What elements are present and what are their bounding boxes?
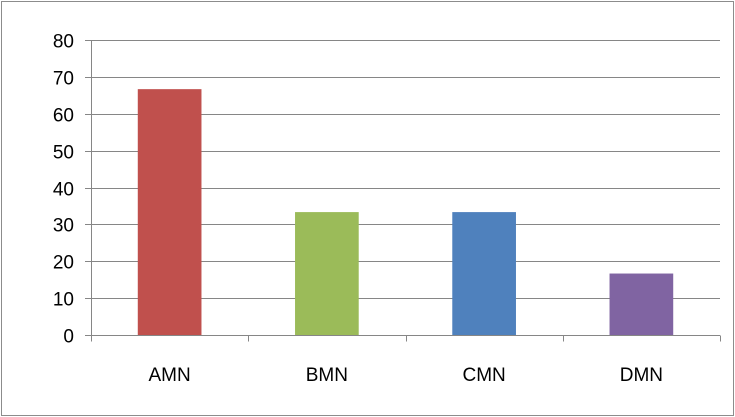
bar-dmn — [609, 273, 674, 335]
bars — [137, 89, 674, 335]
tick-labels: 0 10 20 30 40 50 60 70 80 AMN BMN CMN DMN — [53, 32, 663, 387]
x-tick-label-cmn: CMN — [462, 365, 505, 386]
y-tick-label-80: 80 — [53, 32, 74, 53]
x-tick-label-bmn: BMN — [306, 365, 348, 386]
y-tick-label-0: 0 — [63, 327, 74, 348]
axes — [85, 40, 721, 342]
bar-amn — [137, 89, 202, 335]
x-tick-label-amn: AMN — [149, 365, 191, 386]
y-tick-label-70: 70 — [53, 69, 74, 90]
y-tick-label-50: 50 — [53, 143, 74, 164]
y-tick-label-10: 10 — [53, 290, 74, 311]
bar-bmn — [295, 212, 359, 335]
bar-cmn — [452, 212, 516, 335]
x-tick-label-dmn: DMN — [620, 365, 663, 386]
y-tick-label-30: 30 — [53, 216, 74, 237]
y-tick-label-20: 20 — [53, 253, 74, 274]
y-tick-label-40: 40 — [53, 180, 74, 201]
y-tick-label-60: 60 — [53, 106, 74, 127]
